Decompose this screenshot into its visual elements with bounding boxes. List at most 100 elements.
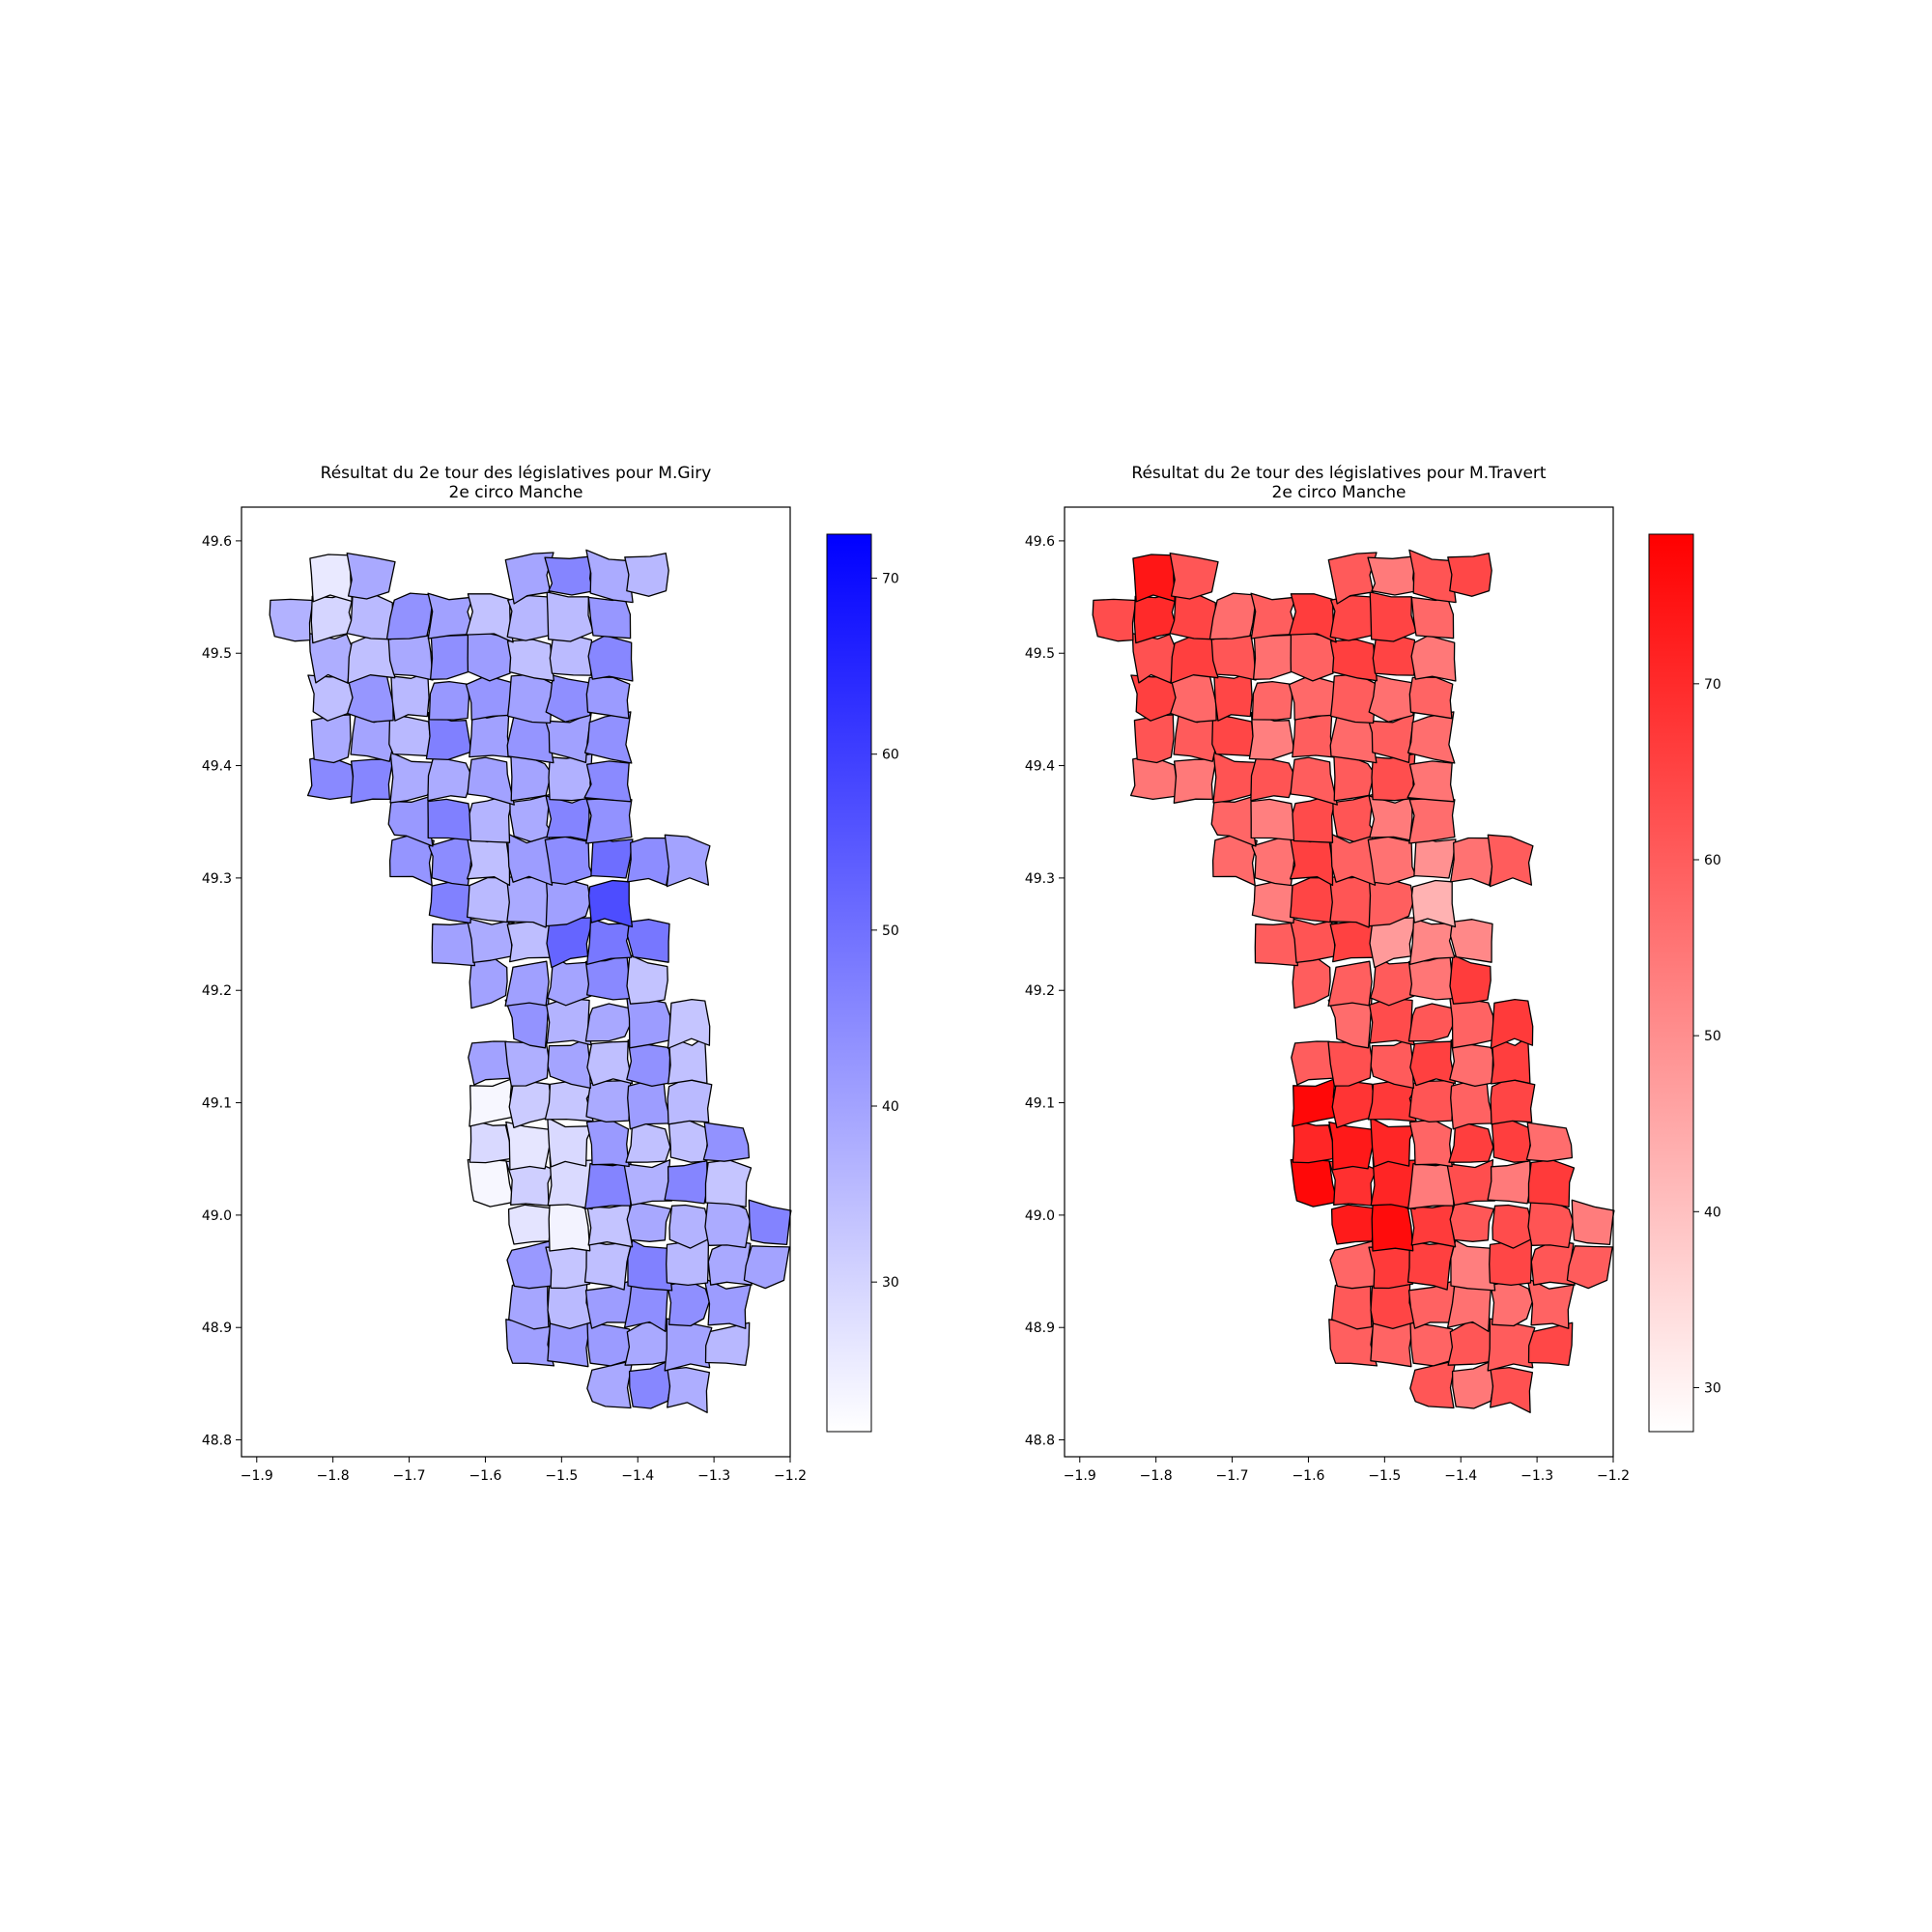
x-tick-label: −1.8 xyxy=(317,1468,350,1484)
commune-shape xyxy=(1169,593,1217,640)
commune-shape xyxy=(431,922,476,967)
commune-shape xyxy=(549,634,593,676)
commune-shape xyxy=(1487,1318,1536,1372)
commune-shape xyxy=(1406,711,1456,764)
commune-shape xyxy=(1451,1360,1494,1409)
map-title: Résultat du 2e tour des législatives pou… xyxy=(321,464,712,483)
commune-shape xyxy=(1254,922,1299,967)
x-tick-label: −1.3 xyxy=(1520,1468,1553,1484)
commune-shape xyxy=(1525,1122,1574,1162)
x-tick-label: −1.7 xyxy=(393,1468,426,1484)
commune-shape xyxy=(664,1159,708,1205)
x-tick-label: −1.3 xyxy=(697,1468,730,1484)
y-tick-label: 49.1 xyxy=(1025,1096,1055,1112)
commune-shape xyxy=(1250,798,1297,841)
commune-shape xyxy=(587,635,634,682)
commune-shape xyxy=(702,1122,751,1162)
map-panel-1: Résultat du 2e tour des législatives pou… xyxy=(202,464,899,1484)
commune-shape xyxy=(428,833,473,887)
commune-shape xyxy=(1487,834,1534,888)
commune-shape xyxy=(1288,674,1338,721)
commune-shape xyxy=(626,953,668,1005)
commune-shape xyxy=(664,1318,713,1372)
commune-shape xyxy=(1292,1078,1338,1127)
commune-shape xyxy=(627,1079,672,1130)
commune-shape xyxy=(1406,1239,1456,1291)
commune-shape xyxy=(1330,1204,1378,1245)
commune-shape xyxy=(1530,1239,1576,1286)
commune-shape xyxy=(1571,1199,1615,1246)
commune-shape xyxy=(429,631,472,680)
x-tick-label: −1.8 xyxy=(1140,1468,1173,1484)
commune-shape xyxy=(587,596,632,639)
commune-shape xyxy=(625,1118,671,1163)
commune-shape xyxy=(585,676,631,720)
commune-shape xyxy=(467,632,513,682)
y-tick-label: 49.6 xyxy=(1025,534,1055,550)
y-tick-label: 49.4 xyxy=(202,759,232,775)
commune-shape xyxy=(1410,596,1455,639)
commune-shape xyxy=(469,957,508,1009)
commune-shape xyxy=(667,1280,711,1327)
commune-shape xyxy=(1333,753,1376,802)
commune-shape xyxy=(350,758,394,804)
commune-shape xyxy=(466,917,514,964)
commune-shape xyxy=(1329,673,1377,724)
commune-shape xyxy=(590,835,634,879)
x-tick-label: −1.5 xyxy=(545,1468,578,1484)
commune-shape xyxy=(586,1359,634,1409)
commune-shape xyxy=(704,1159,753,1208)
commune-shape xyxy=(668,1204,713,1249)
commune-shape xyxy=(1449,953,1492,1005)
y-tick-label: 49.0 xyxy=(202,1208,232,1224)
commune-shape xyxy=(1408,798,1456,844)
commune-shape xyxy=(1369,997,1415,1046)
commune-shape xyxy=(388,835,435,887)
commune-shape xyxy=(346,593,394,640)
x-tick-label: −1.5 xyxy=(1368,1468,1401,1484)
commune-shape xyxy=(628,1360,671,1409)
commune-shape xyxy=(546,591,594,642)
commune-shape xyxy=(626,919,670,963)
commune-shape xyxy=(544,555,594,596)
commune-shape xyxy=(1490,1280,1534,1327)
y-tick-label: 49.6 xyxy=(202,534,232,550)
commune-shape xyxy=(1407,1161,1455,1209)
commune-shape xyxy=(545,877,591,927)
commune-shape xyxy=(1132,554,1176,603)
commune-shape xyxy=(1133,714,1175,764)
commune-shape xyxy=(704,1200,751,1249)
commune-shape xyxy=(1251,680,1293,721)
commune-shape xyxy=(1409,1203,1457,1248)
commune-shape xyxy=(545,795,590,841)
commune-shape xyxy=(627,1239,673,1292)
commune-shape xyxy=(748,1199,792,1246)
commune-shape xyxy=(427,798,474,841)
commune-shape xyxy=(1367,555,1417,596)
colorbar-tick-label: 50 xyxy=(1704,1029,1721,1044)
commune-shape xyxy=(703,1277,752,1329)
commune-shape xyxy=(1491,1120,1534,1163)
commune-shape xyxy=(1173,758,1217,804)
commune-shape xyxy=(664,834,711,888)
colorbar-tick-label: 70 xyxy=(1704,677,1721,693)
commune-shape xyxy=(1368,674,1415,723)
commune-shape xyxy=(743,1245,790,1290)
commune-shape xyxy=(1372,634,1416,676)
axes-frame xyxy=(241,506,791,1458)
x-tick-label: −1.4 xyxy=(1444,1468,1477,1484)
commune-shape xyxy=(1449,919,1493,963)
commune-shape xyxy=(1409,1359,1457,1409)
commune-shape xyxy=(545,1246,591,1290)
commune-shape xyxy=(1410,635,1457,682)
colorbar xyxy=(826,533,872,1433)
commune-shape xyxy=(586,1203,634,1248)
axes-frame xyxy=(1064,506,1614,1458)
commune-shape xyxy=(584,1161,632,1209)
commune-shape xyxy=(583,760,632,803)
commune-shape xyxy=(586,1040,634,1087)
commune-shape xyxy=(1292,1119,1335,1164)
commune-shape xyxy=(545,674,592,723)
commune-shape xyxy=(1490,998,1534,1049)
